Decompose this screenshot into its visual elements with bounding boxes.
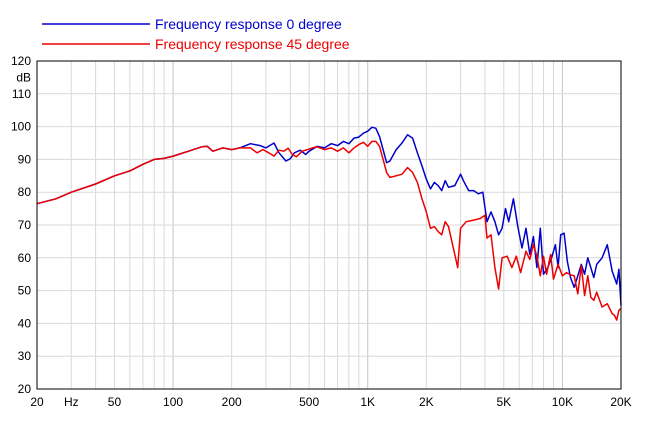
- y-tick-label: 30: [18, 349, 32, 363]
- y-unit-label: dB: [16, 70, 31, 84]
- y-tick-label: 20: [18, 382, 32, 396]
- y-tick-label: 100: [11, 120, 31, 134]
- x-tick-label: 200: [222, 395, 242, 409]
- y-tick-label: 120: [11, 54, 31, 68]
- x-tick-label: 1K: [360, 395, 375, 409]
- y-tick-label: 80: [18, 185, 32, 199]
- grid: [36, 60, 622, 390]
- y-tick-labels: 20 30 40 50 60 70 80 90 100 110 120: [11, 54, 31, 396]
- y-tick-label: 70: [18, 218, 32, 232]
- plot-frame: [36, 60, 622, 390]
- x-tick-label: 2K: [419, 395, 434, 409]
- series-line-frequency-response-0-degree: [36, 126, 622, 306]
- series-lines: [36, 126, 622, 321]
- y-tick-label: 110: [12, 87, 31, 101]
- y-tick-label: 50: [18, 284, 32, 298]
- x-tick-label: 10K: [552, 395, 573, 409]
- x-tick-label: 20: [30, 395, 44, 409]
- x-tick-label: 100: [163, 395, 183, 409]
- x-tick-label: 5K: [496, 395, 511, 409]
- legend-entry: Frequency response 45 degree: [155, 36, 350, 52]
- x-tick-label: 50: [108, 395, 122, 409]
- legend: Frequency response 0 degree Frequency res…: [42, 16, 350, 52]
- legend-entry: Frequency response 0 degree: [155, 16, 342, 32]
- x-tick-label: 500: [299, 395, 319, 409]
- x-tick-label: 20K: [610, 395, 631, 409]
- y-tick-label: 40: [18, 316, 32, 330]
- series-line-frequency-response-45-degree: [36, 140, 622, 321]
- y-tick-label: 90: [18, 152, 32, 166]
- x-tick-labels: 20 50 100 200 500 1K 2K 5K 10K 20K: [30, 395, 631, 409]
- x-unit-label: Hz: [64, 395, 79, 409]
- y-tick-label: 60: [18, 251, 32, 265]
